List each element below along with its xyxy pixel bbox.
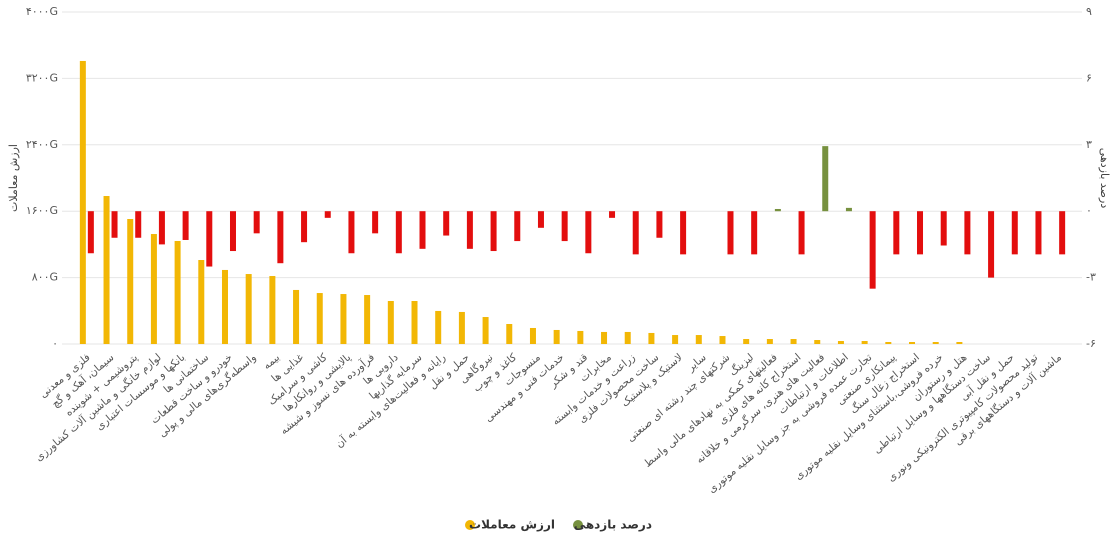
bar [648, 332, 655, 344]
bar [719, 336, 726, 344]
bar [435, 310, 442, 344]
bar [127, 219, 134, 344]
y-tick-label: ۲۴۰۰G [26, 138, 58, 151]
bar [245, 274, 252, 344]
bar [680, 211, 687, 255]
bar [869, 211, 876, 289]
bar [609, 211, 616, 218]
bar [727, 211, 734, 255]
bar [798, 211, 805, 255]
bar [324, 211, 331, 218]
y-tick-label: ۰ [52, 337, 58, 350]
bar [103, 196, 110, 344]
bar [277, 211, 284, 264]
bar [395, 211, 402, 254]
bar [443, 211, 450, 236]
bar [964, 211, 971, 255]
bar [585, 211, 592, 254]
bar [490, 211, 497, 252]
bar [269, 276, 276, 344]
bar [301, 211, 308, 243]
bar [506, 323, 513, 344]
bar [577, 330, 584, 344]
bar [956, 342, 963, 344]
bar [822, 146, 829, 212]
bar [561, 211, 568, 242]
legend-label: ارزش معاملات [469, 518, 555, 532]
bar [158, 211, 165, 245]
y2-tick-label: ۹ [1086, 5, 1092, 18]
bar [861, 341, 868, 344]
bar [917, 211, 924, 255]
bar [372, 211, 379, 234]
bar [253, 211, 260, 234]
bar [221, 269, 228, 344]
bar [316, 293, 323, 344]
y-tick-label: ۴۰۰۰G [26, 5, 58, 18]
bar [419, 211, 426, 249]
bar [932, 342, 939, 344]
bar [988, 211, 995, 278]
bar [206, 211, 213, 267]
bar [1059, 211, 1066, 255]
y-tick-label: ۳۲۰۰G [26, 71, 58, 84]
bar [229, 211, 236, 252]
bar [624, 331, 631, 344]
y2-tick-label: ۰ [1086, 204, 1092, 217]
bar [632, 211, 639, 255]
y2-axis-title: درصد بازدهی [1098, 148, 1111, 209]
y2-tick-label: -۳ [1086, 271, 1096, 284]
y-tick-label: ۱۶۰۰G [26, 204, 58, 217]
bar [340, 294, 347, 344]
bar [135, 211, 142, 238]
bar [1011, 211, 1018, 255]
bar [482, 317, 489, 344]
legend-label: درصد بازدهی [574, 518, 652, 532]
bar [940, 211, 947, 246]
bar [695, 335, 702, 344]
y2-tick-label: ۳ [1086, 138, 1092, 151]
bar [1035, 211, 1042, 255]
bar [672, 335, 679, 344]
y-axis-title: ارزش معاملات [7, 144, 20, 212]
y-tick-label: ۸۰۰G [32, 271, 58, 284]
bar [845, 207, 852, 212]
bar [656, 211, 663, 238]
bar [537, 211, 544, 228]
bar [553, 329, 560, 344]
bar [529, 327, 536, 344]
bar [514, 211, 521, 242]
bar [87, 211, 94, 254]
bar [893, 211, 900, 255]
bar [790, 339, 797, 344]
bar [909, 342, 916, 344]
bar [387, 301, 394, 344]
bar [348, 211, 355, 254]
bar [79, 60, 86, 344]
bar [111, 211, 118, 238]
bar [774, 208, 781, 212]
bar [837, 341, 844, 344]
bar [364, 295, 371, 344]
y2-tick-label: ۶ [1086, 71, 1092, 84]
bar [458, 311, 465, 344]
bar [751, 211, 758, 255]
legend-marker [573, 520, 583, 530]
bar [150, 234, 157, 344]
bar [885, 342, 892, 344]
legend-marker [465, 520, 475, 530]
bar [743, 339, 750, 344]
bar [411, 301, 418, 344]
bar [814, 340, 821, 344]
bar [766, 339, 773, 344]
y2-tick-label: -۶ [1086, 337, 1096, 350]
bar [466, 211, 473, 249]
bar [601, 331, 608, 344]
bar [293, 289, 300, 344]
bar [198, 260, 205, 344]
bar [174, 240, 181, 344]
bar [182, 211, 189, 240]
